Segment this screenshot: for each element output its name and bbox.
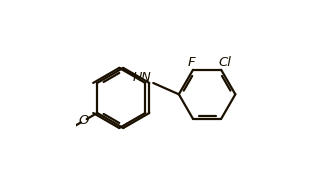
- Text: O: O: [78, 114, 89, 127]
- Text: F: F: [188, 56, 195, 69]
- Text: Cl: Cl: [218, 56, 231, 69]
- Text: HN: HN: [133, 71, 151, 84]
